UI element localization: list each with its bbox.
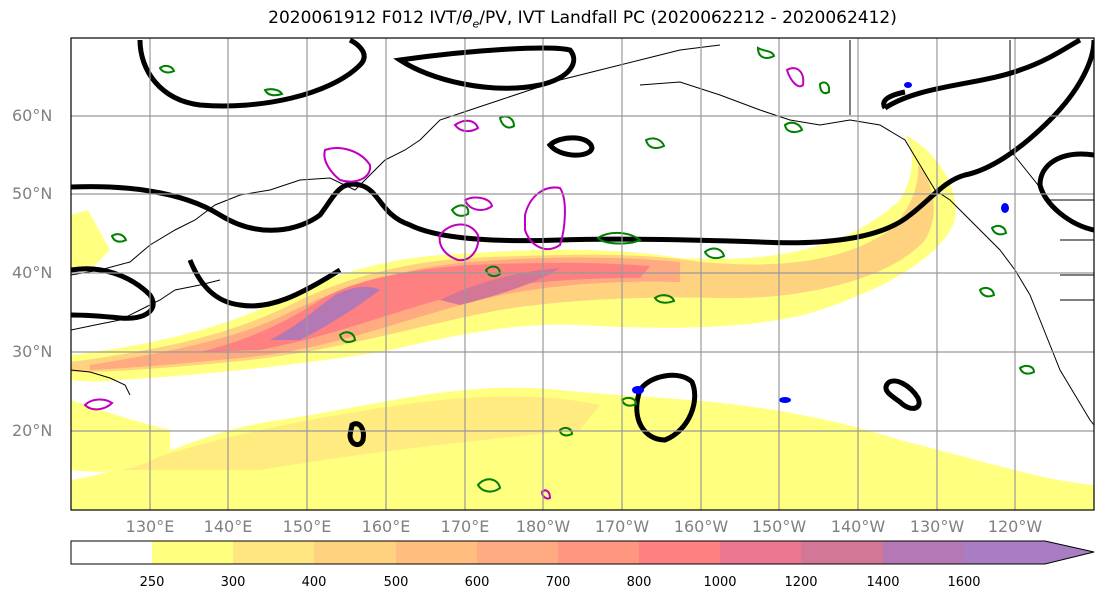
colorbar-swatch-6 — [558, 541, 639, 564]
colorbar-tick-500: 500 — [383, 575, 409, 590]
lon-label-150e: 150°E — [282, 517, 332, 536]
lat-label-60: 60°N — [12, 106, 53, 125]
colorbar-swatch-8 — [720, 541, 801, 564]
colorbar-swatch-3 — [314, 541, 396, 564]
colorbar-swatch-4 — [396, 541, 477, 564]
lon-label-150w: 150°W — [751, 517, 807, 536]
lon-label-180w: 180°W — [515, 517, 571, 536]
colorbar-tick-300: 300 — [220, 575, 246, 590]
lon-label-120w: 120°W — [987, 517, 1043, 536]
lon-label-130w: 130°W — [909, 517, 965, 536]
colorbar-tick-1400: 1400 — [866, 575, 900, 590]
colorbar-swatch-2 — [233, 541, 314, 564]
colorbar-swatch-9 — [801, 541, 883, 564]
lon-label-160w: 160°W — [673, 517, 729, 536]
colorbar-tick-600: 600 — [464, 575, 490, 590]
colorbar-swatch-5 — [477, 541, 558, 564]
map-title: 2020061912 F012 IVT/θe/PV, IVT Landfall … — [268, 8, 897, 31]
lon-label-130e: 130°E — [125, 517, 175, 536]
colorbar-extend-arrow — [1045, 541, 1094, 564]
colorbar-tick-400: 400 — [301, 575, 327, 590]
lat-label-30: 30°N — [12, 342, 53, 361]
colorbar-tick-250: 250 — [139, 575, 165, 590]
colorbar — [70, 540, 1095, 565]
colorbar-swatch-10 — [883, 541, 964, 564]
colorbar-tick-700: 700 — [545, 575, 571, 590]
colorbar-swatch-0 — [71, 541, 152, 564]
lat-label-40: 40°N — [12, 263, 53, 282]
colorbar-swatch-7 — [639, 541, 720, 564]
ivt-shading — [71, 135, 1094, 510]
map-frame — [70, 37, 1095, 511]
lon-label-140w: 140°W — [830, 517, 886, 536]
lon-label-170w: 170°W — [594, 517, 650, 536]
lon-label-160e: 160°E — [361, 517, 411, 536]
colorbar-tick-1600: 1600 — [947, 575, 981, 590]
lon-label-170e: 170°E — [440, 517, 490, 536]
colorbar-swatch-1 — [152, 541, 233, 564]
gridlines — [71, 38, 1094, 510]
theta-e-contours — [71, 38, 1094, 448]
lat-label-20: 20°N — [12, 421, 53, 440]
colorbar-tick-1200: 1200 — [784, 575, 818, 590]
pv-contours — [83, 67, 805, 500]
theta-contours-green — [110, 46, 1036, 493]
colorbar-tick-800: 800 — [626, 575, 652, 590]
colorbar-swatch-11 — [964, 541, 1045, 564]
blue-contours — [632, 82, 1009, 403]
lon-label-140e: 140°E — [203, 517, 253, 536]
lat-label-50: 50°N — [12, 184, 53, 203]
colorbar-tick-1000: 1000 — [703, 575, 737, 590]
